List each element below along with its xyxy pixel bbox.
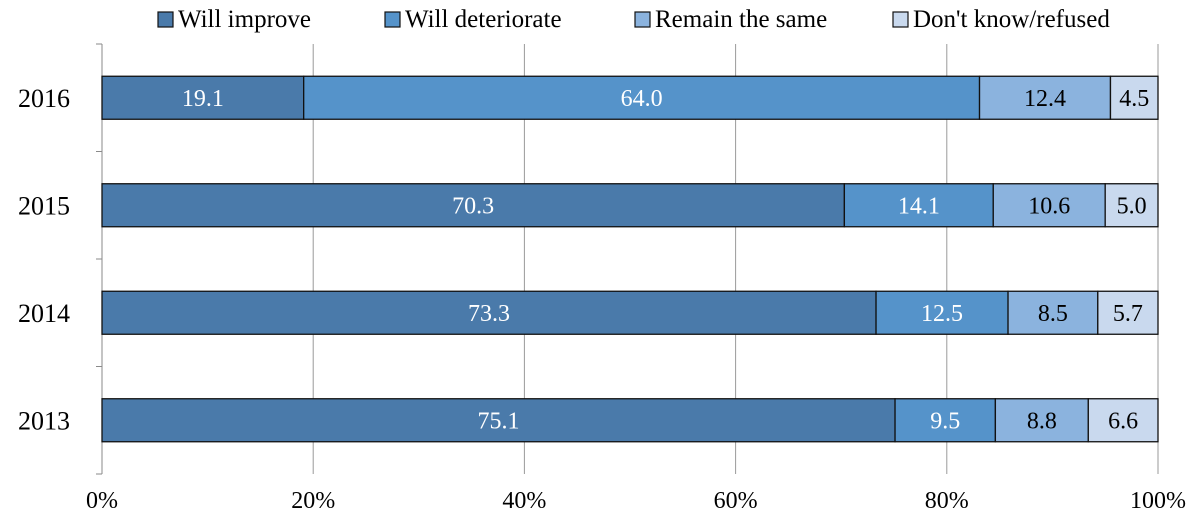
y-tick-label: 2013 bbox=[18, 406, 70, 435]
legend-label: Will deteriorate bbox=[405, 6, 562, 33]
data-label: 5.7 bbox=[1113, 301, 1143, 327]
axes bbox=[96, 43, 103, 475]
data-label: 70.3 bbox=[452, 194, 494, 220]
data-label: 64.0 bbox=[621, 86, 663, 112]
data-label: 4.5 bbox=[1119, 86, 1149, 112]
data-label: 14.1 bbox=[898, 194, 940, 220]
bar-segment bbox=[843, 183, 994, 228]
x-tick-labels: 0% 20% 40% 60% 80% 100% bbox=[86, 488, 1186, 514]
legend-label: Will improve bbox=[178, 6, 311, 33]
x-tick-label: 60% bbox=[714, 488, 758, 514]
bar-segment bbox=[1087, 398, 1159, 443]
data-label: 19.1 bbox=[182, 86, 224, 112]
y-tick-labels: 2016 2015 2014 2013 bbox=[18, 84, 70, 436]
x-tick-label: 0% bbox=[86, 488, 118, 514]
x-tick-label: 100% bbox=[1130, 488, 1186, 514]
data-label: 8.8 bbox=[1027, 409, 1057, 435]
bar-segment bbox=[1097, 290, 1159, 335]
data-label: 6.6 bbox=[1108, 409, 1138, 435]
data-label: 12.4 bbox=[1024, 86, 1066, 112]
data-label: 5.0 bbox=[1117, 194, 1147, 220]
data-label: 8.5 bbox=[1038, 301, 1068, 327]
bar-segment bbox=[1109, 75, 1159, 120]
bars: 19.1 64.0 12.4 4.5 70.3 14.1 10.6 5.0 73.3 12.5 8.… bbox=[101, 75, 1159, 443]
x-tick-label: 40% bbox=[502, 488, 546, 514]
y-tick-label: 2016 bbox=[18, 84, 70, 113]
x-tick-label: 20% bbox=[291, 488, 335, 514]
bar-segment bbox=[101, 290, 877, 335]
bar-segment bbox=[101, 75, 305, 120]
data-label: 9.5 bbox=[930, 409, 960, 435]
data-label: 12.5 bbox=[921, 301, 963, 327]
x-tick-label: 80% bbox=[925, 488, 969, 514]
bar-segment bbox=[303, 75, 981, 120]
bar-segment bbox=[894, 398, 997, 443]
data-label: 10.6 bbox=[1028, 194, 1070, 220]
bar-segment bbox=[994, 398, 1089, 443]
bar-segment bbox=[1007, 290, 1099, 335]
data-label: 75.1 bbox=[478, 409, 520, 435]
bar-segment bbox=[875, 290, 1009, 335]
legend-swatch bbox=[157, 11, 174, 28]
y-tick-label: 2014 bbox=[18, 299, 70, 328]
bar-segment bbox=[101, 183, 846, 228]
legend-swatch bbox=[892, 11, 909, 28]
legend-label: Don't know/refused bbox=[913, 6, 1110, 33]
bar-segment bbox=[1104, 183, 1159, 228]
legend: Will improve Will deteriorate Remain the s… bbox=[157, 6, 1110, 33]
legend-swatch bbox=[384, 11, 401, 28]
legend-label: Remain the same bbox=[655, 6, 827, 33]
bar-segment bbox=[992, 183, 1106, 228]
y-tick-label: 2015 bbox=[18, 191, 70, 220]
legend-swatch bbox=[634, 11, 651, 28]
bar-segment bbox=[101, 398, 896, 443]
data-label: 73.3 bbox=[468, 301, 510, 327]
